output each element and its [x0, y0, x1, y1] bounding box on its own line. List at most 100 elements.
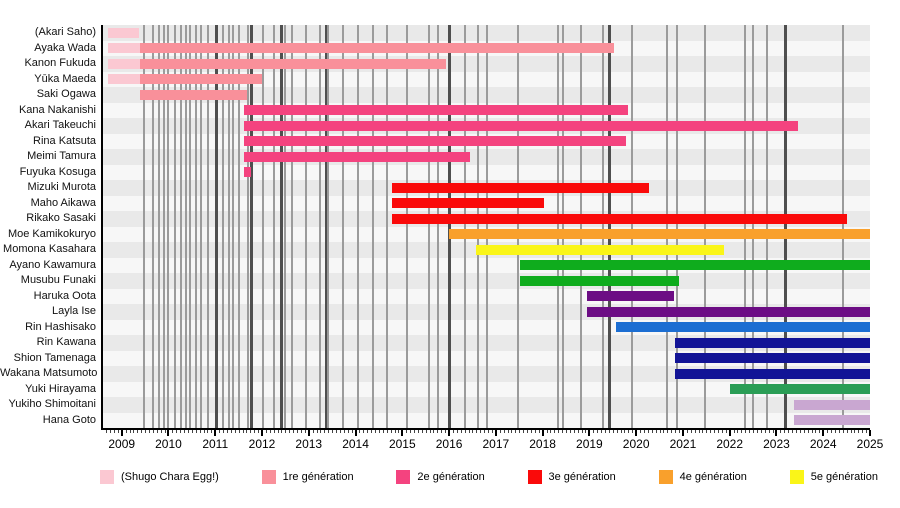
axis-tick-minor — [148, 430, 150, 433]
axis-tick-minor — [117, 430, 119, 433]
axis-tick-minor — [601, 430, 603, 433]
event-line — [842, 25, 845, 428]
event-line — [744, 25, 747, 428]
axis-tick-minor — [573, 430, 575, 433]
axis-tick-major — [635, 430, 638, 436]
axis-tick-minor — [671, 430, 673, 433]
axis-tick-minor — [406, 430, 408, 433]
axis-tick-minor — [137, 430, 139, 433]
axis-tick-minor — [862, 430, 864, 433]
member-label: Rin Kawana — [36, 336, 96, 348]
event-line — [579, 25, 582, 428]
axis-tick-minor — [312, 430, 314, 433]
axis-tick-minor — [433, 430, 435, 433]
member-label: Yūka Maeda — [34, 72, 96, 85]
axis-tick-minor — [819, 430, 821, 433]
axis-tick-minor — [207, 430, 209, 433]
member-label: Layla Ise — [51, 305, 96, 317]
event-line — [406, 25, 409, 428]
plot-area — [103, 25, 870, 428]
axis-tick-minor — [452, 430, 454, 433]
axis-tick-minor — [230, 430, 232, 433]
axis-tick-minor — [690, 430, 692, 433]
axis-tick-minor — [332, 430, 334, 433]
legend-swatch — [527, 470, 542, 484]
axis-tick-minor — [612, 430, 614, 433]
timeline-bar — [519, 260, 870, 271]
axis-tick-minor — [187, 430, 189, 433]
axis-tick-minor — [511, 430, 513, 433]
axis-tick-minor — [199, 430, 201, 433]
axis-tick-minor — [519, 430, 521, 433]
event-line — [464, 25, 467, 428]
axis-tick-minor — [632, 430, 634, 433]
axis-tick-minor — [710, 430, 712, 433]
event-line — [324, 25, 328, 428]
timeline-bar — [244, 167, 251, 178]
event-line — [476, 25, 479, 428]
axis-tick-minor — [258, 430, 260, 433]
axis-year-label: 2010 — [155, 437, 182, 451]
axis-year-label: 2013 — [295, 437, 323, 451]
axis-year-label: 2016 — [435, 437, 463, 451]
axis-tick-minor — [577, 430, 579, 433]
event-line — [437, 25, 440, 428]
axis-tick-minor — [546, 430, 548, 433]
legend-label: 2e génération — [417, 471, 485, 483]
legend-item: 3e génération — [527, 470, 616, 484]
axis-tick-minor — [491, 430, 493, 433]
axis-tick-minor — [694, 430, 696, 433]
event-line — [562, 25, 565, 428]
axis-tick-minor — [714, 430, 716, 433]
axis-tick-minor — [659, 430, 661, 433]
axis-tick-major — [588, 430, 591, 436]
axis-tick-minor — [425, 430, 427, 433]
axis-year-label: 2025 — [856, 437, 884, 451]
axis-tick-minor — [316, 430, 318, 433]
axis-tick-minor — [628, 430, 630, 433]
axis-tick-minor — [203, 430, 205, 433]
axis-tick-minor — [721, 430, 723, 433]
event-line — [291, 25, 294, 428]
legend-swatch — [396, 470, 411, 484]
axis-tick-minor — [784, 430, 786, 433]
axis-tick-minor — [741, 430, 743, 433]
event-line — [157, 25, 160, 428]
axis-tick-minor — [838, 430, 840, 433]
timeline-bar — [107, 58, 141, 69]
axis-tick-minor — [725, 430, 727, 433]
event-line — [676, 25, 679, 428]
axis-tick-minor — [530, 430, 532, 433]
legend-swatch — [261, 470, 276, 484]
axis-tick-minor — [651, 430, 653, 433]
axis-tick-minor — [382, 430, 384, 433]
axis-tick-minor — [667, 430, 669, 433]
member-label: Kanon Fukuda — [24, 57, 96, 69]
axis-tick-minor — [437, 430, 439, 433]
axis-tick-minor — [745, 430, 747, 433]
axis-tick-minor — [285, 430, 287, 433]
axis-tick-minor — [780, 430, 782, 433]
axis-tick-minor — [320, 430, 322, 433]
event-line — [246, 25, 249, 428]
axis-tick-minor — [250, 430, 252, 433]
axis-tick-minor — [184, 430, 186, 433]
axis-tick-minor — [464, 430, 466, 433]
timeline-bar — [675, 353, 870, 364]
axis-tick-minor — [534, 430, 536, 433]
member-label: Yuki Hirayama — [25, 382, 96, 395]
axis-tick-minor — [277, 430, 279, 433]
axis-tick-minor — [480, 430, 482, 433]
event-line — [386, 25, 389, 428]
axis-tick-minor — [593, 430, 595, 433]
x-axis-ticks — [103, 430, 871, 438]
axis-tick-minor — [223, 430, 225, 433]
axis-tick-minor — [476, 430, 478, 433]
axis-tick-minor — [854, 430, 856, 433]
axis-tick-minor — [367, 430, 369, 433]
axis-year-label: 2024 — [809, 437, 837, 451]
axis-tick-minor — [698, 430, 700, 433]
axis-tick-minor — [394, 430, 396, 433]
timeline-bar — [140, 58, 446, 69]
